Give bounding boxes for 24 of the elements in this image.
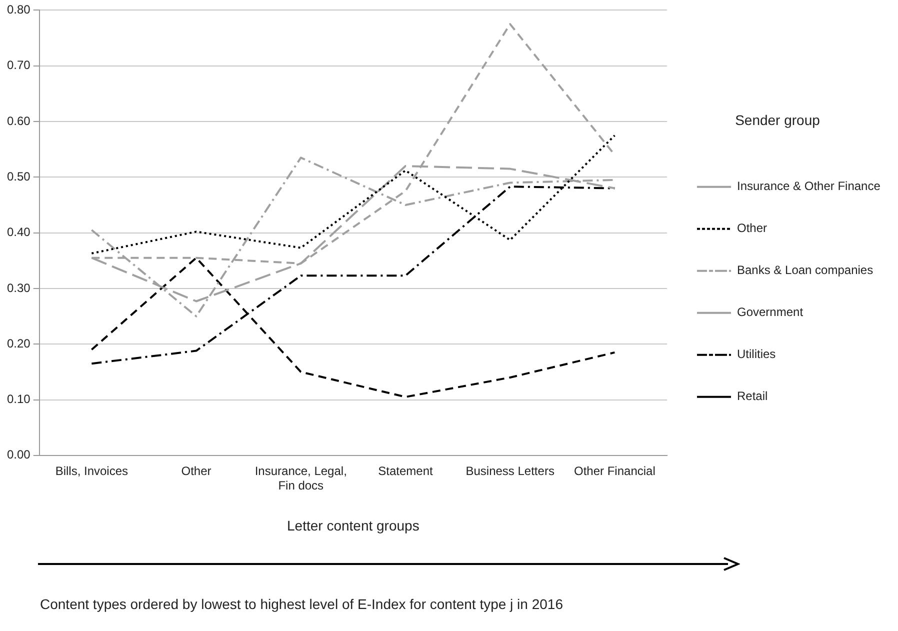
x-tick-label: Insurance, Legal, Fin docs [254, 464, 347, 492]
y-tick-label: 0.30 [6, 280, 31, 295]
x-tick-label: Bills, Invoices [55, 464, 128, 478]
text: Content types ordered by lowest to highest level of E-Index for content type j in 2016 [40, 596, 563, 612]
legend-label: Retail [737, 389, 768, 404]
y-tick-label: 0.40 [6, 225, 31, 240]
x-tick-label: Business Letters [466, 464, 554, 478]
legend-label: Government [737, 305, 804, 320]
x-axis-title: Letter content groups [287, 517, 420, 534]
x-tick-label: Other Financial [574, 464, 656, 478]
legend-title: Sender group [735, 112, 820, 128]
y-tick-label: 0.70 [6, 58, 31, 72]
y-tick-label: 0.80 [6, 2, 31, 17]
y-tick-label: 0.60 [6, 114, 31, 128]
legend-label: Utilities [737, 347, 776, 362]
y-tick-label: 0.00 [6, 448, 31, 462]
x-tick-label: Other [181, 464, 212, 478]
legend-label: Insurance & Other Finance [737, 179, 881, 194]
x-tick-label: Statement [378, 464, 434, 478]
y-tick-label: 0.50 [6, 169, 31, 184]
y-tick-label: 0.20 [6, 336, 31, 350]
y-tick-label: 0.10 [6, 392, 31, 406]
legend-label: Other [737, 221, 768, 236]
legend-label: Banks & Loan companies [737, 263, 874, 278]
